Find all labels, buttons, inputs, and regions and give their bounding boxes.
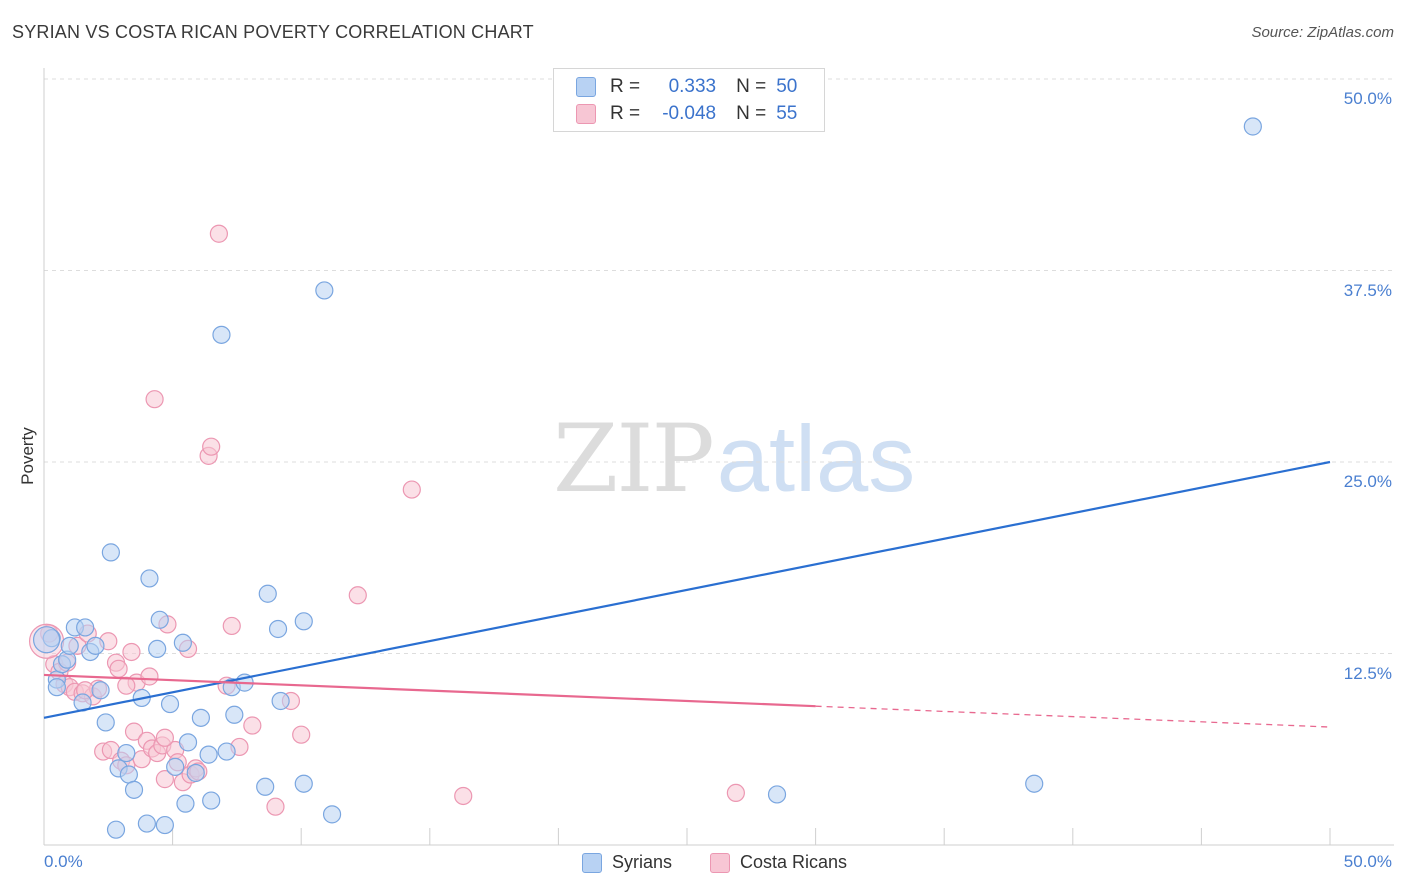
- syrians-point: [173, 633, 192, 652]
- y-axis-label: Poverty: [18, 427, 37, 485]
- costa-ricans-swatch: [576, 104, 596, 124]
- syrians-point: [202, 791, 221, 810]
- costa-ricans-point: [348, 586, 367, 605]
- syrians-point: [32, 626, 61, 654]
- syrians-point: [256, 777, 275, 796]
- syrians-point: [191, 708, 210, 727]
- syrians-point: [1025, 774, 1044, 793]
- syrians-point: [119, 765, 138, 784]
- syrians-point: [150, 610, 169, 629]
- chart-title: SYRIAN VS COSTA RICAN POVERTY CORRELATIO…: [12, 22, 534, 42]
- syrians-point: [148, 639, 167, 659]
- source-label: Source: ZipAtlas.com: [1251, 24, 1394, 41]
- r-value: -0.048: [662, 103, 717, 124]
- costa-ricans-point: [454, 786, 473, 806]
- syrians-point: [166, 757, 185, 776]
- syrians-point: [117, 743, 136, 763]
- y-tick-label: 25.0%: [1343, 472, 1392, 491]
- costa-ricans-point: [124, 722, 144, 741]
- syrians-point: [137, 814, 156, 833]
- r-label: R =: [610, 103, 641, 124]
- syrians-point: [60, 636, 79, 655]
- x-tick-label-min: 0.0%: [44, 852, 83, 871]
- costa-ricans-point: [155, 770, 174, 789]
- legend-item-syrians[interactable]: Syrians: [582, 852, 672, 873]
- syrians-point: [124, 780, 144, 799]
- trend-lines: [43, 460, 1331, 728]
- n-label: N =: [736, 76, 767, 97]
- x-tick-label-max: 50.0%: [1343, 852, 1392, 871]
- legend-row-costa-ricans: R = -0.048 N = 55: [576, 101, 797, 127]
- costa-ricans-point: [209, 224, 228, 243]
- costa-ricans-point: [109, 659, 128, 678]
- syrians-point: [225, 705, 244, 724]
- syrians-point: [178, 733, 198, 752]
- syrians-point: [91, 681, 110, 700]
- syrians-point: [140, 569, 159, 588]
- watermark-zip: ZIP: [553, 405, 715, 514]
- syrians-point: [294, 612, 313, 631]
- correlation-legend: R = 0.333 N = 50 R = -0.048 N = 55: [553, 68, 825, 132]
- costa-ricans-point: [222, 616, 241, 636]
- n-label: N =: [736, 103, 767, 124]
- syrians-point: [86, 636, 105, 655]
- axes: [43, 68, 1394, 846]
- r-value: 0.333: [668, 76, 717, 97]
- syrians-trend-line: [43, 460, 1331, 719]
- n-value: 50: [776, 76, 798, 97]
- costa-ricans-point: [292, 725, 311, 744]
- costa-ricans-point: [122, 642, 141, 662]
- syrians-point: [176, 794, 195, 813]
- legend-item-costa-ricans[interactable]: Costa Ricans: [710, 852, 847, 873]
- costa-ricans-point: [402, 480, 421, 499]
- syrians-point: [767, 785, 787, 804]
- syrians-point: [76, 618, 95, 637]
- legend-row-syrians: R = 0.333 N = 50: [576, 74, 797, 100]
- syrians-point: [155, 815, 174, 835]
- costa-ricans-point: [117, 676, 136, 695]
- n-value: 55: [776, 103, 798, 124]
- syrians-point: [212, 325, 231, 344]
- syrians-point: [258, 584, 277, 603]
- costa-ricans-point: [140, 667, 159, 686]
- watermark: ZIPatlas: [553, 405, 915, 514]
- legend-label-syrians: Syrians: [612, 852, 673, 872]
- syrians-point: [1243, 117, 1262, 136]
- syrians-point: [294, 774, 313, 793]
- syrians-point: [101, 543, 120, 562]
- series-legend: Syrians Costa Ricans: [0, 852, 1406, 876]
- costa-ricans-points: [28, 224, 745, 816]
- costa-ricans-point: [726, 783, 745, 803]
- syrians-point: [199, 745, 218, 764]
- r-label: R =: [610, 76, 641, 97]
- costa-ricans-point: [155, 728, 174, 747]
- costa-ricans-trend-extension: [815, 705, 1331, 728]
- costa-ricans-point: [243, 716, 262, 735]
- legend-label-costa-ricans: Costa Ricans: [740, 852, 848, 872]
- y-tick-label: 50.0%: [1343, 89, 1392, 108]
- gridlines: [44, 78, 1394, 654]
- costa-ricans-legend-swatch: [710, 852, 730, 873]
- costa-ricans-trend-line: [43, 673, 816, 708]
- syrians-point: [322, 805, 342, 824]
- syrians-point: [186, 763, 205, 783]
- y-tick-label: 37.5%: [1343, 280, 1392, 300]
- syrians-point: [315, 281, 334, 300]
- watermark-atlas: atlas: [716, 406, 916, 511]
- syrians-point: [47, 678, 66, 697]
- syrians-swatch: [576, 77, 596, 97]
- y-tick-label: 12.5%: [1343, 663, 1392, 683]
- syrians-point: [160, 694, 180, 714]
- costa-ricans-point: [266, 797, 285, 816]
- syrians-legend-swatch: [582, 852, 602, 873]
- syrians-point: [217, 742, 236, 761]
- syrians-point: [268, 619, 288, 639]
- costa-ricans-point: [202, 437, 221, 456]
- syrians-point: [271, 691, 290, 711]
- syrians-point: [96, 713, 115, 732]
- syrians-point: [106, 820, 126, 839]
- costa-ricans-point: [145, 390, 164, 409]
